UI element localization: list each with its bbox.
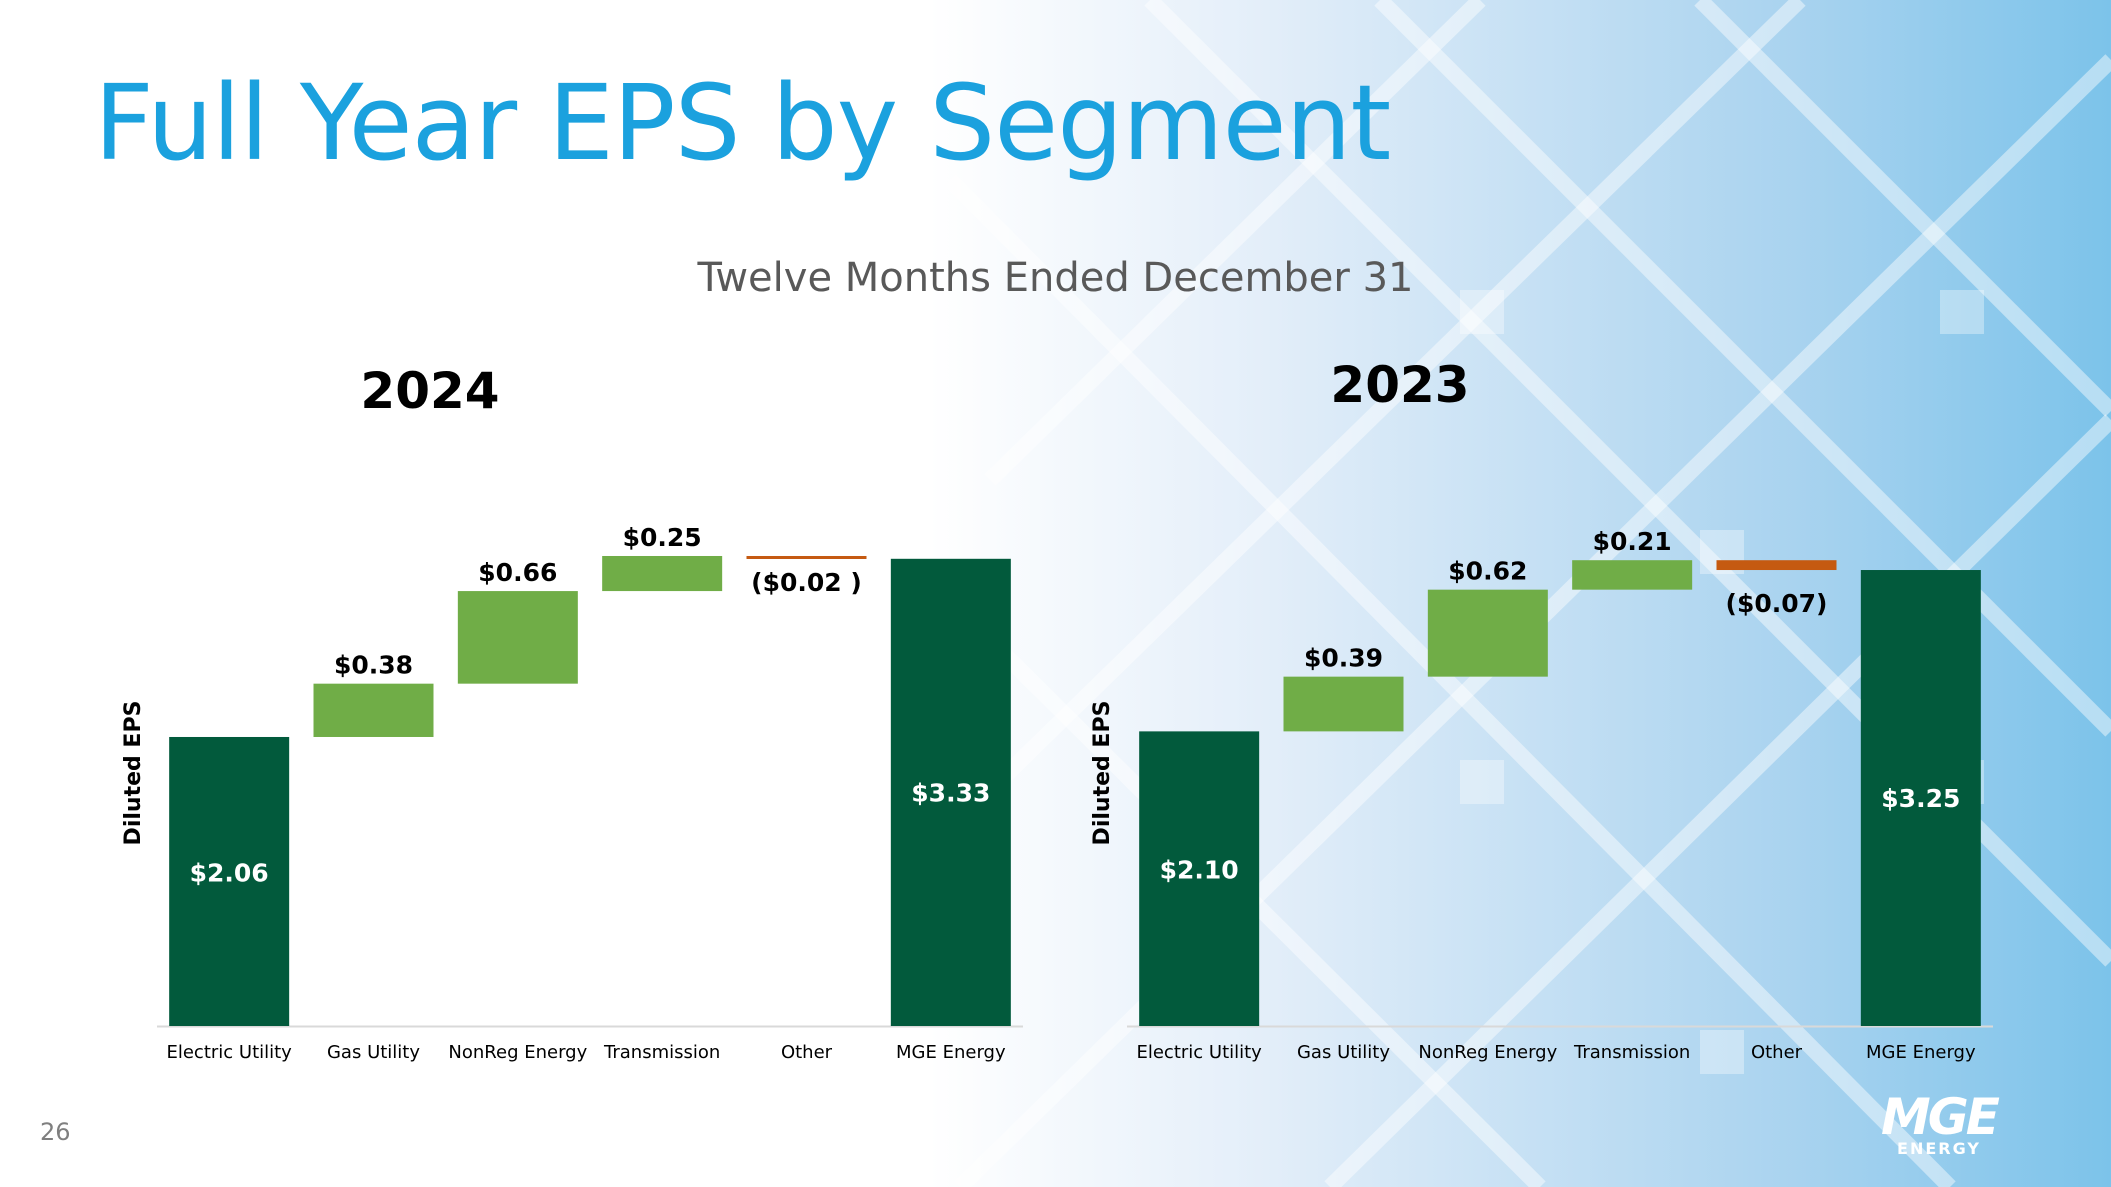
category-label-electric-utility: Electric Utility [1136,1042,1262,1063]
bar-gas-utility [1283,676,1404,732]
category-label-other: Other [1751,1042,1803,1063]
category-label-other: Other [781,1042,833,1063]
data-label-electric-utility: $2.06 [190,858,269,887]
data-label-gas-utility: $0.38 [334,651,413,680]
category-label-mge-energy: MGE Energy [896,1042,1006,1063]
bar-electric-utility [1139,731,1260,1026]
bar-mge-energy [890,558,1011,1026]
bar-gas-utility [313,683,434,737]
category-label-nonreg-energy: NonReg Energy [448,1042,587,1063]
bar-transmission [602,555,723,592]
category-label-transmission: Transmission [1573,1042,1690,1063]
data-label-electric-utility: $2.10 [1160,856,1239,885]
bar-other [1716,560,1837,571]
mge-energy-logo: MGE ENERGY [1875,1088,2003,1158]
chart-title-2024: 2024 [360,362,499,420]
bar-transmission [1572,560,1693,590]
logo-wordmark: ENERGY [1897,1139,1981,1158]
bar-nonreg-energy [1427,589,1548,677]
data-label-transmission: $0.21 [1593,527,1672,556]
category-label-gas-utility: Gas Utility [1297,1042,1390,1063]
chart-title-2023: 2023 [1330,356,1469,414]
category-label-electric-utility: Electric Utility [166,1042,292,1063]
data-label-other: ($0.02 ) [751,568,862,597]
category-label-gas-utility: Gas Utility [327,1042,420,1063]
category-label-transmission: Transmission [603,1042,720,1063]
logo-mark: MGE [1881,1088,2000,1146]
bar-mge-energy [1860,570,1981,1026]
data-label-transmission: $0.25 [623,523,702,552]
data-label-mge-energy: $3.33 [911,779,990,808]
category-label-mge-energy: MGE Energy [1866,1042,1976,1063]
slide-number: 26 [40,1118,71,1146]
data-label-mge-energy: $3.25 [1881,784,1960,813]
bar-nonreg-energy [457,591,578,684]
page-title: Full Year EPS by Segment [94,62,1391,184]
data-label-other: ($0.07) [1726,589,1828,618]
bar-electric-utility [169,736,290,1026]
y-axis-title: Diluted EPS [121,701,146,846]
data-label-gas-utility: $0.39 [1304,644,1383,673]
y-axis-title: Diluted EPS [1090,701,1115,846]
bar-other [746,555,867,559]
category-label-nonreg-energy: NonReg Energy [1418,1042,1557,1063]
chart-subtitle: Twelve Months Ended December 31 [697,255,1414,301]
data-label-nonreg-energy: $0.66 [478,558,557,587]
data-label-nonreg-energy: $0.62 [1448,557,1527,586]
